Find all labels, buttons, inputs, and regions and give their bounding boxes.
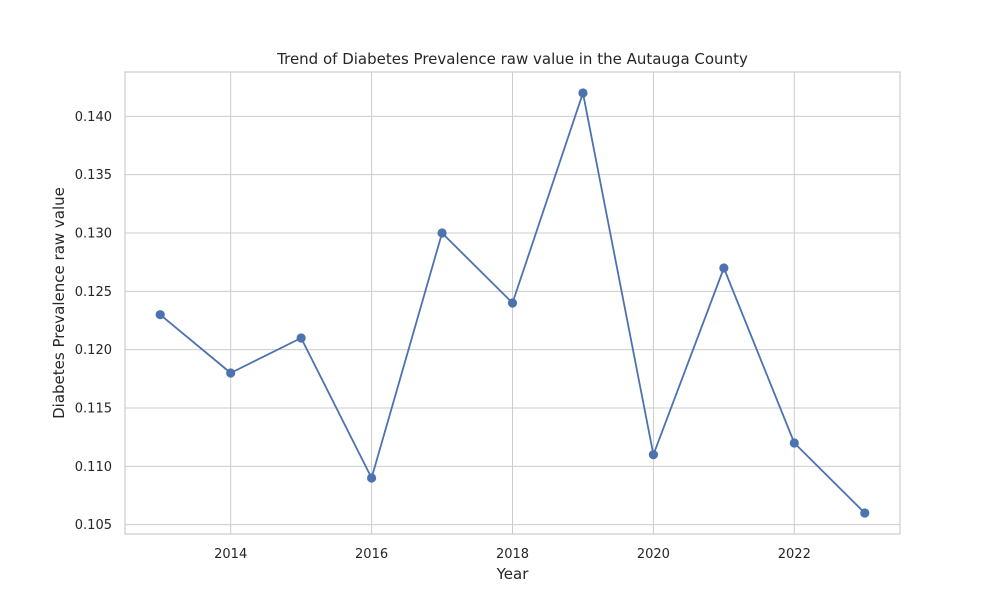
data-point <box>578 88 588 98</box>
data-point <box>155 310 165 320</box>
data-point <box>507 298 518 308</box>
y-tick-label: 0.140 <box>75 110 112 125</box>
y-tick-label: 0.130 <box>75 227 112 242</box>
y-tick-label: 0.135 <box>75 168 112 183</box>
y-tick-label: 0.115 <box>75 402 112 417</box>
data-point <box>296 333 306 343</box>
data-point <box>226 368 236 378</box>
x-tick-label: 2020 <box>637 547 670 562</box>
x-tick-label: 2016 <box>355 547 388 562</box>
plot-frame <box>124 71 901 535</box>
data-point <box>860 508 870 518</box>
x-axis-label: Year <box>496 565 530 583</box>
data-point <box>648 450 659 460</box>
grid <box>125 72 900 534</box>
x-tick-label: 2018 <box>496 547 529 562</box>
x-axis-ticks: 2014 2016 2018 2020 2022 <box>214 547 811 562</box>
y-tick-label: 0.120 <box>75 343 112 358</box>
data-point <box>437 228 447 238</box>
chart-title: Trend of Diabetes Prevalence raw value i… <box>276 50 748 68</box>
x-tick-label: 2014 <box>214 547 247 562</box>
data-point <box>789 438 799 448</box>
y-tick-label: 0.125 <box>75 285 112 300</box>
x-tick-label: 2022 <box>778 547 811 562</box>
series-group <box>155 88 870 518</box>
data-point <box>366 473 377 483</box>
y-axis-ticks: 0.105 0.110 0.115 0.120 0.125 0.130 0.135 0.140 <box>75 110 112 533</box>
data-point <box>719 263 729 273</box>
y-axis-label: Diabetes Prevalence raw value <box>50 187 68 419</box>
y-tick-label: 0.105 <box>75 518 112 533</box>
y-tick-label: 0.110 <box>75 460 112 475</box>
